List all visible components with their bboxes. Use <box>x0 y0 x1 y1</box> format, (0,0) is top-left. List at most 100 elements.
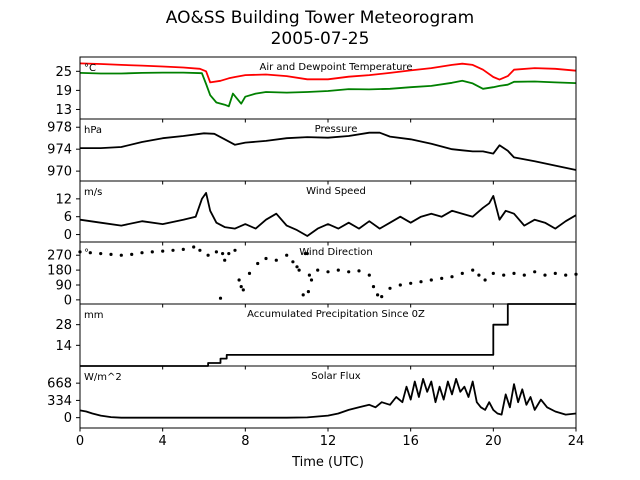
data-point <box>301 293 305 297</box>
series-line <box>79 191 577 237</box>
panel-2: 0 6 12 m/s Wind Speed <box>55 180 577 246</box>
data-point <box>477 273 481 277</box>
y-tick-label: 19 <box>55 84 72 99</box>
data-point <box>119 253 123 257</box>
data-point <box>88 251 92 255</box>
x-tick-label: 12 <box>320 434 337 449</box>
y-tick-label: 28 <box>55 318 72 333</box>
data-point <box>419 280 423 284</box>
data-point <box>285 253 289 257</box>
data-point <box>305 252 309 256</box>
unit-label: hPa <box>84 125 102 136</box>
y-tick-label: 974 <box>47 143 72 158</box>
y-tick-label: 0 <box>64 293 72 308</box>
data-point <box>264 256 268 261</box>
y-tick-label: 6 <box>64 210 72 225</box>
data-point <box>237 278 241 282</box>
data-point <box>553 271 557 275</box>
data-point <box>297 268 301 272</box>
unit-label: m/s <box>84 187 102 198</box>
y-tick-label: 14 <box>55 339 72 354</box>
figure-date: 2005-07-25 <box>270 29 370 49</box>
data-point <box>291 260 295 264</box>
y-tick-label: 25 <box>55 65 72 80</box>
data-point <box>274 258 278 262</box>
data-point <box>241 288 245 292</box>
data-point <box>522 273 526 277</box>
panel-0: 13 19 25 °C Air and Dewpoint Temperature <box>55 56 577 123</box>
data-point <box>306 290 310 294</box>
x-tick-label: 4 <box>159 434 167 449</box>
x-tick-label: 20 <box>485 434 502 449</box>
panel-title: Accumulated Precipitation Since 0Z <box>247 309 425 320</box>
data-point <box>233 248 237 252</box>
data-point <box>218 296 223 300</box>
unit-label: mm <box>84 310 103 321</box>
y-tick-label: 978 <box>47 121 72 136</box>
y-tick-label: 334 <box>47 394 72 409</box>
data-point <box>564 273 568 277</box>
data-point <box>491 271 495 275</box>
data-point <box>450 275 454 279</box>
data-point <box>295 265 299 269</box>
data-point <box>471 268 475 272</box>
series-line <box>79 71 577 108</box>
data-point <box>367 273 371 277</box>
panel-title: Solar Flux <box>311 371 361 382</box>
series-line <box>79 62 577 84</box>
y-tick-label: 668 <box>47 377 72 392</box>
series-line <box>80 303 576 367</box>
data-point <box>140 251 144 255</box>
series-line <box>79 377 577 419</box>
data-point <box>192 245 196 249</box>
x-tick-label: 0 <box>76 434 84 449</box>
data-point <box>247 271 252 275</box>
x-tick-label: 8 <box>241 434 249 449</box>
unit-label: °C <box>84 63 96 74</box>
data-point <box>336 268 340 272</box>
unit-label: ° <box>84 248 89 259</box>
x-axis-label: Time (UTC) <box>291 455 364 470</box>
panel-title: Wind Direction <box>299 247 373 258</box>
panel-5: 0 334 668 W/m^2 Solar Flux <box>47 365 577 432</box>
figure-title: AO&SS Building Tower Meteorogram <box>165 8 475 28</box>
data-point <box>316 268 320 272</box>
data-point <box>371 285 376 289</box>
y-tick-label: 180 <box>47 264 72 279</box>
panel-title: Pressure <box>315 124 358 135</box>
data-point <box>347 270 351 274</box>
data-point <box>309 278 314 282</box>
series-line <box>80 131 577 171</box>
data-point <box>181 247 185 251</box>
data-point <box>198 248 202 252</box>
data-point <box>227 252 231 256</box>
data-point <box>483 278 487 282</box>
x-tick-label: 16 <box>402 434 419 449</box>
y-tick-label: 90 <box>55 278 72 293</box>
data-point <box>376 293 380 297</box>
data-point <box>512 271 516 275</box>
data-point <box>543 273 547 277</box>
y-tick-label: 970 <box>47 165 72 180</box>
data-point <box>171 248 175 252</box>
data-point <box>150 250 154 254</box>
y-tick-label: 13 <box>55 103 72 118</box>
data-point <box>109 252 113 256</box>
panel-title: Wind Speed <box>306 186 366 197</box>
data-point <box>239 285 243 289</box>
panel-title: Air and Dewpoint Temperature <box>260 62 413 73</box>
y-tick-label: 12 <box>55 192 72 207</box>
data-point <box>398 283 402 287</box>
y-tick-label: 270 <box>47 249 72 264</box>
data-point <box>130 252 134 256</box>
y-tick-label: 0 <box>64 411 72 426</box>
data-point <box>99 252 103 256</box>
data-point <box>380 295 384 299</box>
unit-label: W/m^2 <box>84 372 122 383</box>
panel-4: 14 28 mm Accumulated Precipitation Since 0Z <box>55 303 577 370</box>
x-tick-label: 24 <box>568 434 585 449</box>
data-point <box>161 249 165 253</box>
